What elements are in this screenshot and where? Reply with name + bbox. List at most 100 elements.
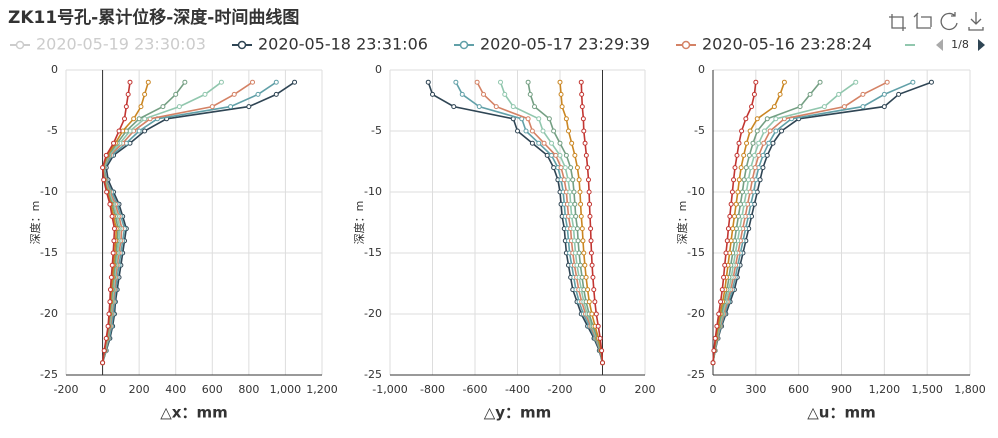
x-tick-label: -400 [505,383,530,396]
data-point [745,177,751,183]
data-point [589,262,595,268]
data-point [712,335,718,341]
data-point [574,226,580,232]
series-line [712,81,888,363]
data-point [111,238,117,244]
data-point [578,79,584,85]
x-tick-label: 200 [129,383,150,396]
legend-label: 2020-05-18 23:31:06 [258,35,428,54]
chart-title: ZK11号孔-累计位移-深度-时间曲线图 [8,7,299,28]
data-point [110,250,116,256]
legend-item[interactable]: 2020-05-17 23:29:39 [454,35,650,54]
data-point [754,116,760,122]
data-point [587,201,593,207]
data-point [182,79,188,85]
data-point [101,177,107,183]
legend-next[interactable] [978,39,985,51]
restore-icon[interactable] [940,12,958,31]
data-point [122,116,128,122]
data-point [746,152,752,158]
data-point [559,104,565,110]
data-point [747,128,753,134]
data-point [532,104,537,110]
y-tick-label: -15 [687,246,705,259]
data-point [525,79,531,85]
y-tick-label: -5 [371,124,382,137]
data-point [142,128,148,134]
data-point [714,323,720,329]
data-point [582,262,588,268]
data-point [111,226,117,232]
x-tick-label: 0 [599,383,606,396]
data-point [557,79,563,85]
data-point [896,91,902,97]
data-point [724,238,730,244]
data-point [728,201,734,207]
legend-icon [459,40,469,50]
x-tick-label: 300 [745,383,766,396]
data-point [502,91,508,97]
data-point [568,165,574,171]
data-point [557,152,563,158]
data-point [583,274,589,280]
data-point [563,116,569,122]
y-tick-label: 0 [375,63,382,76]
save-icon[interactable] [968,12,984,31]
data-point [770,140,776,146]
data-point [579,274,585,280]
data-point [593,311,599,317]
data-point [109,213,115,219]
data-point [723,250,729,256]
data-point [525,116,531,122]
x-axis-title: △u：mm [807,404,875,422]
series-line [712,81,914,363]
data-point [540,128,546,134]
data-point [750,140,756,146]
data-point [718,299,724,305]
data-point [841,104,847,110]
data-point [590,274,596,280]
legend-label: 2020-05-19 23:30:03 [36,35,206,54]
data-point [273,91,279,97]
data-point [481,91,486,97]
data-point [764,116,770,122]
data-point [536,116,542,122]
data-point [721,274,727,280]
zoom-reset-icon[interactable] [913,12,932,29]
data-point [510,104,516,110]
data-point [145,79,151,85]
x-tick-label: 900 [831,383,852,396]
legend-item[interactable]: 2020-05-18 23:31:06 [232,35,428,54]
data-point [779,128,785,134]
data-point [751,152,757,158]
data-point [451,104,457,110]
data-point [757,177,763,183]
legend-prev[interactable] [936,39,943,51]
data-point [760,165,766,171]
data-point [756,152,762,158]
x-tick-label: 0 [99,383,106,396]
legend-item[interactable]: 2020-05-19 23:30:03 [10,35,206,54]
data-point [498,79,503,85]
data-point [716,311,722,317]
data-point [588,250,594,256]
y-axis-title: 深度：m [675,201,689,245]
data-point [569,140,575,146]
data-point [587,213,593,219]
data-point [109,262,115,268]
data-point [797,104,803,110]
zoom-icon[interactable] [889,14,906,31]
data-point [575,238,581,244]
data-point [722,262,728,268]
data-point [515,128,520,134]
data-point [727,213,733,219]
data-point [474,79,480,85]
data-point [255,91,261,97]
data-point [773,116,779,122]
data-point [711,348,717,354]
data-point [430,91,435,97]
data-point [577,262,583,268]
legend-item[interactable]: 2020-05-16 23:28:24 [676,35,872,54]
data-point [736,140,742,146]
data-point [579,91,585,97]
